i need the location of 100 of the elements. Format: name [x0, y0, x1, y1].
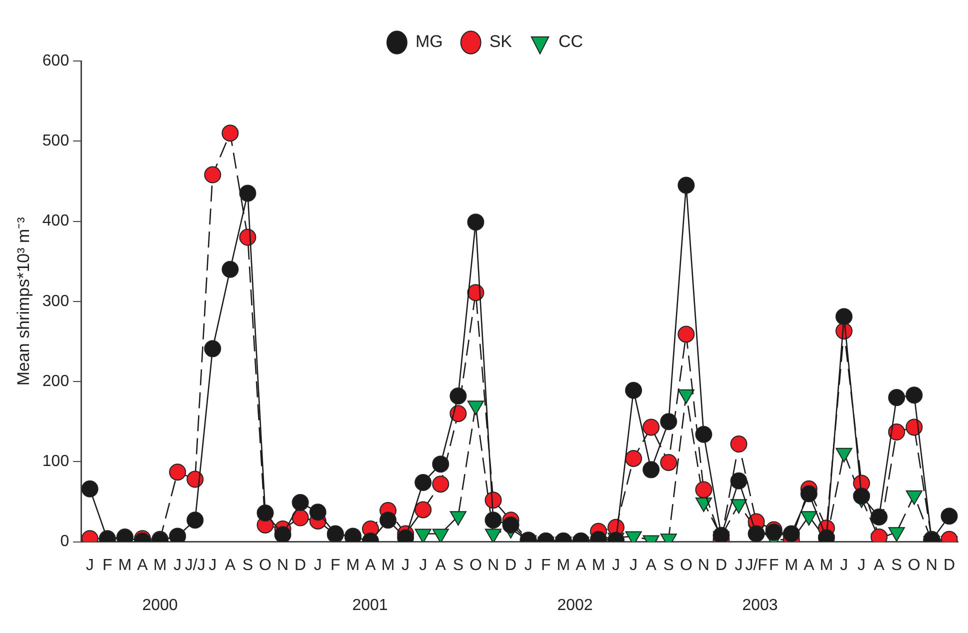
text: 2002 — [557, 597, 593, 615]
point — [81, 480, 98, 498]
x-tick-label: A — [576, 556, 587, 574]
x-tick-label: J — [314, 556, 322, 574]
text: 2001 — [352, 597, 388, 615]
x-tick-label: N — [926, 556, 938, 574]
x-tick-label: A — [365, 556, 376, 574]
y-tick-label: 500 — [42, 132, 70, 150]
x-tick-label: O — [469, 556, 482, 574]
x-tick-label: J — [208, 556, 217, 574]
point — [660, 454, 678, 471]
legend-label: SK — [489, 32, 513, 52]
point — [239, 184, 256, 202]
point — [642, 461, 660, 478]
point — [414, 501, 432, 518]
x-tick-label: M — [820, 556, 834, 574]
x-tick-label: M — [153, 556, 167, 574]
x-tick-label: F — [540, 556, 551, 574]
point — [432, 456, 450, 473]
point — [309, 504, 326, 521]
x-tick-label: J — [174, 556, 182, 574]
y-tick-label: 0 — [60, 533, 70, 550]
point — [432, 476, 450, 493]
point — [186, 470, 204, 488]
x-tick-label: F — [102, 556, 113, 574]
point — [678, 326, 695, 343]
point — [906, 418, 923, 436]
point — [695, 481, 712, 498]
x-tick-label: M — [381, 556, 395, 574]
x-tick-label: F — [768, 556, 779, 574]
x-tick-label: J — [840, 556, 848, 574]
point — [380, 512, 397, 529]
y-tick-label: 200 — [42, 372, 70, 390]
x-tick-label: S — [891, 556, 902, 574]
x-tick-label: N — [698, 556, 710, 574]
point — [274, 526, 292, 542]
x-tick-label: M — [346, 556, 360, 574]
point — [712, 526, 730, 542]
x-tick-label: J — [612, 556, 620, 574]
point — [292, 509, 309, 526]
point — [730, 472, 748, 490]
point — [414, 474, 432, 491]
point — [695, 426, 712, 443]
point — [256, 504, 274, 522]
x-tick-label: J — [524, 556, 532, 574]
x-tick-label: M — [592, 556, 606, 574]
point — [870, 508, 888, 526]
y-tick-label: 400 — [42, 212, 70, 230]
point — [292, 494, 309, 512]
point — [450, 405, 467, 422]
y-tick-label: 100 — [42, 453, 70, 470]
x-tick-label: N — [487, 556, 500, 574]
point — [906, 386, 923, 404]
point — [450, 387, 467, 404]
point — [222, 124, 239, 142]
x-tick-label: M — [556, 556, 570, 574]
x-tick-label: M — [784, 556, 798, 574]
point — [625, 382, 642, 399]
point — [169, 464, 186, 481]
point — [186, 512, 204, 529]
point — [625, 450, 642, 467]
x-tick-label: N — [277, 556, 289, 574]
x-tick-label: J — [402, 556, 410, 574]
x-tick-label: F — [330, 556, 341, 574]
x-tick-label: D — [943, 556, 956, 574]
y-tick-label: 300 — [42, 292, 70, 310]
point — [678, 176, 695, 194]
text: 2003 — [742, 597, 778, 615]
x-tick-label: J — [419, 556, 428, 574]
y-tick-label: 600 — [42, 52, 70, 70]
x-tick-label: A — [874, 556, 885, 574]
point — [730, 436, 748, 453]
point — [204, 340, 222, 358]
point — [239, 228, 256, 246]
x-tick-label: J/J — [184, 556, 206, 574]
x-tick-label: A — [646, 556, 657, 574]
point — [502, 516, 520, 534]
x-tick-label: A — [804, 556, 815, 574]
text: 2000 — [142, 597, 178, 615]
x-tick-label: J — [858, 556, 866, 574]
x-tick-label: J — [734, 556, 743, 574]
point — [484, 512, 502, 529]
point — [853, 488, 870, 505]
x-tick-label: D — [504, 556, 517, 574]
legend-label: MG — [415, 32, 443, 52]
x-tick-label: O — [908, 556, 920, 574]
x-tick-label: J — [630, 556, 638, 574]
x-tick-label: D — [294, 556, 306, 574]
x-tick-label: A — [435, 556, 446, 574]
x-tick-label: S — [663, 556, 674, 574]
x-tick-label: A — [137, 556, 148, 574]
x-tick-label: A — [224, 556, 236, 574]
point — [940, 508, 958, 525]
point — [782, 525, 800, 542]
point — [888, 424, 906, 441]
point — [204, 166, 222, 184]
x-tick-label: S — [452, 556, 464, 574]
y-axis-title: Mean shrimps*10³ m⁻³ — [14, 216, 33, 386]
x-tick-label: M — [118, 556, 132, 574]
x-tick-label: O — [680, 556, 692, 574]
